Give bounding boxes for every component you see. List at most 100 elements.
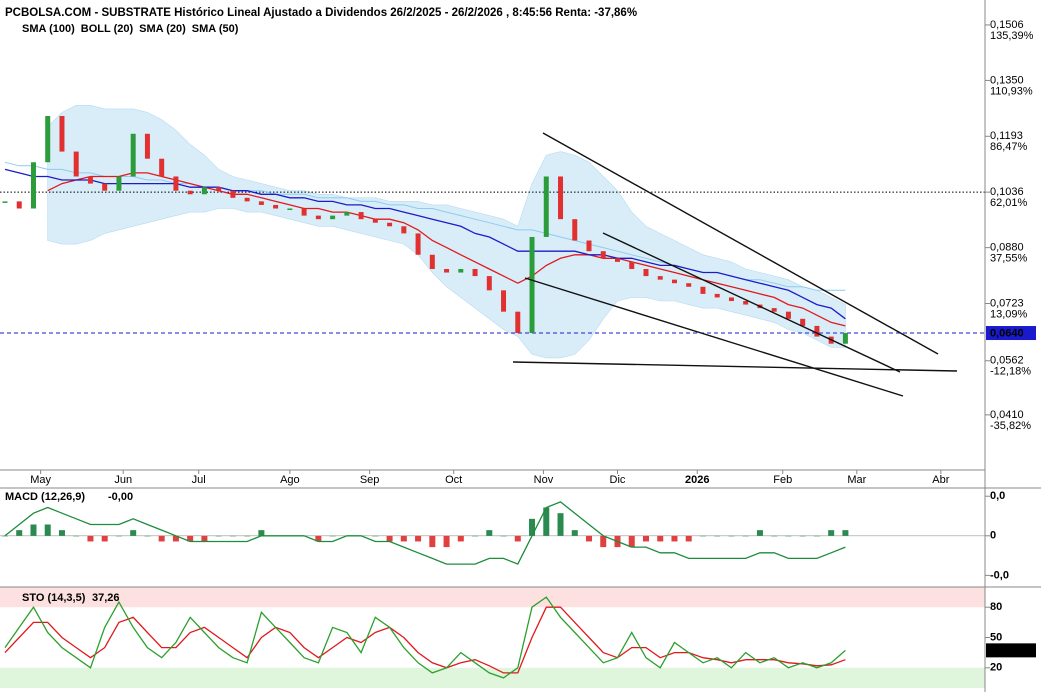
histogram-bar <box>472 535 479 537</box>
x-tick-label: Dic <box>610 474 626 486</box>
y-tick-label: 0,0562 <box>990 355 1024 367</box>
oversold-zone <box>0 667 985 688</box>
candle <box>315 215 321 220</box>
histogram-bar <box>657 535 664 542</box>
histogram-bar <box>642 535 649 542</box>
histogram-bar <box>386 535 393 542</box>
histogram-bar <box>557 513 564 536</box>
sma-line <box>4 168 846 320</box>
candle <box>59 116 65 152</box>
x-tick-label: Jul <box>192 474 206 486</box>
candle <box>643 268 649 277</box>
y-tick-label: 20 <box>990 662 1002 674</box>
y-tick-pct: 110,93% <box>990 85 1033 97</box>
histogram-bar <box>500 535 507 537</box>
y-tick-label: 0 <box>990 530 996 542</box>
x-tick-label: Ago <box>280 474 300 486</box>
x-tick-label: Oct <box>445 474 462 486</box>
candle <box>344 212 350 216</box>
chart-title: PCBOLSA.COM - SUBSTRATE Histórico Lineal… <box>5 7 637 19</box>
histogram-bar <box>543 507 550 536</box>
candle <box>586 240 592 252</box>
histogram-bar <box>30 524 37 536</box>
sto-d-line <box>4 606 846 674</box>
candle <box>629 261 635 269</box>
y-tick-pct: 62,01% <box>990 197 1028 209</box>
candle <box>515 311 521 334</box>
trend-lines <box>512 132 958 397</box>
histogram-bar <box>415 535 422 542</box>
trend-line <box>542 132 939 355</box>
last-value-box <box>986 643 1036 658</box>
histogram-bar <box>714 535 721 537</box>
candle <box>87 176 93 184</box>
price-label: 0,0640 <box>990 327 1024 339</box>
histogram-bar <box>514 535 521 542</box>
panel-title: MACD (12,26,9) <box>5 491 85 503</box>
candle <box>429 254 435 269</box>
panel-value: 37,26 <box>92 592 120 604</box>
candle <box>785 311 791 319</box>
histogram-bar <box>58 530 65 536</box>
histogram-bar <box>443 535 450 548</box>
candle <box>387 222 393 227</box>
histogram-bar <box>258 530 265 536</box>
panel-title: STO (14,3,5) <box>22 592 86 604</box>
candle <box>301 208 307 216</box>
candle <box>401 226 407 234</box>
sma-line <box>47 172 846 327</box>
histogram-bar <box>244 535 251 537</box>
histogram-bar <box>229 535 236 537</box>
candle <box>16 201 22 209</box>
candle <box>501 290 507 312</box>
histogram-bar <box>628 535 635 548</box>
histogram-bar <box>130 530 137 536</box>
legend-entry: BOLL (20) <box>81 23 134 35</box>
candle <box>543 176 549 237</box>
candle <box>600 251 606 259</box>
y-tick-label: 0,1193 <box>990 130 1023 142</box>
candle <box>187 190 193 195</box>
candle <box>287 208 293 211</box>
last-value-label: 37,269 <box>990 645 1024 657</box>
candle <box>814 325 820 337</box>
histogram-bar <box>586 535 593 542</box>
histogram-bar <box>115 535 122 537</box>
candle <box>230 190 236 198</box>
candle <box>102 183 108 191</box>
histogram-bar <box>529 518 536 536</box>
candle <box>558 176 564 220</box>
histogram-bar <box>201 535 208 542</box>
histogram-bar <box>329 535 336 537</box>
y-tick-label: 50 <box>990 631 1002 643</box>
x-tick-label: Abr <box>932 474 949 486</box>
candle <box>728 297 734 302</box>
histogram-bar <box>486 530 493 536</box>
macd-line <box>4 501 846 565</box>
histogram-bar <box>756 530 763 536</box>
panel-value: -0,00 <box>108 491 133 503</box>
y-tick-pct: -35,82% <box>990 420 1031 432</box>
sto-k-line <box>4 596 846 679</box>
candle <box>258 201 264 205</box>
bollinger-band <box>47 105 846 359</box>
histogram-bar <box>372 535 379 537</box>
histogram-bar <box>144 535 151 537</box>
candle <box>73 151 79 177</box>
candle <box>444 268 450 273</box>
candle <box>572 219 578 241</box>
y-tick-label: 0,1350 <box>990 74 1024 86</box>
trend-line <box>602 232 901 373</box>
candle <box>372 219 378 223</box>
histogram-bar <box>728 535 735 537</box>
y-tick-label: 0,0410 <box>990 409 1024 421</box>
candle <box>657 276 663 280</box>
candle <box>45 116 51 163</box>
y-tick-pct: 37,55% <box>990 253 1028 265</box>
candle <box>486 276 492 291</box>
candle <box>700 286 706 294</box>
histogram-bar <box>1 535 8 537</box>
x-tick-label: Nov <box>534 474 554 486</box>
y-tick-pct: -12,18% <box>990 366 1031 378</box>
